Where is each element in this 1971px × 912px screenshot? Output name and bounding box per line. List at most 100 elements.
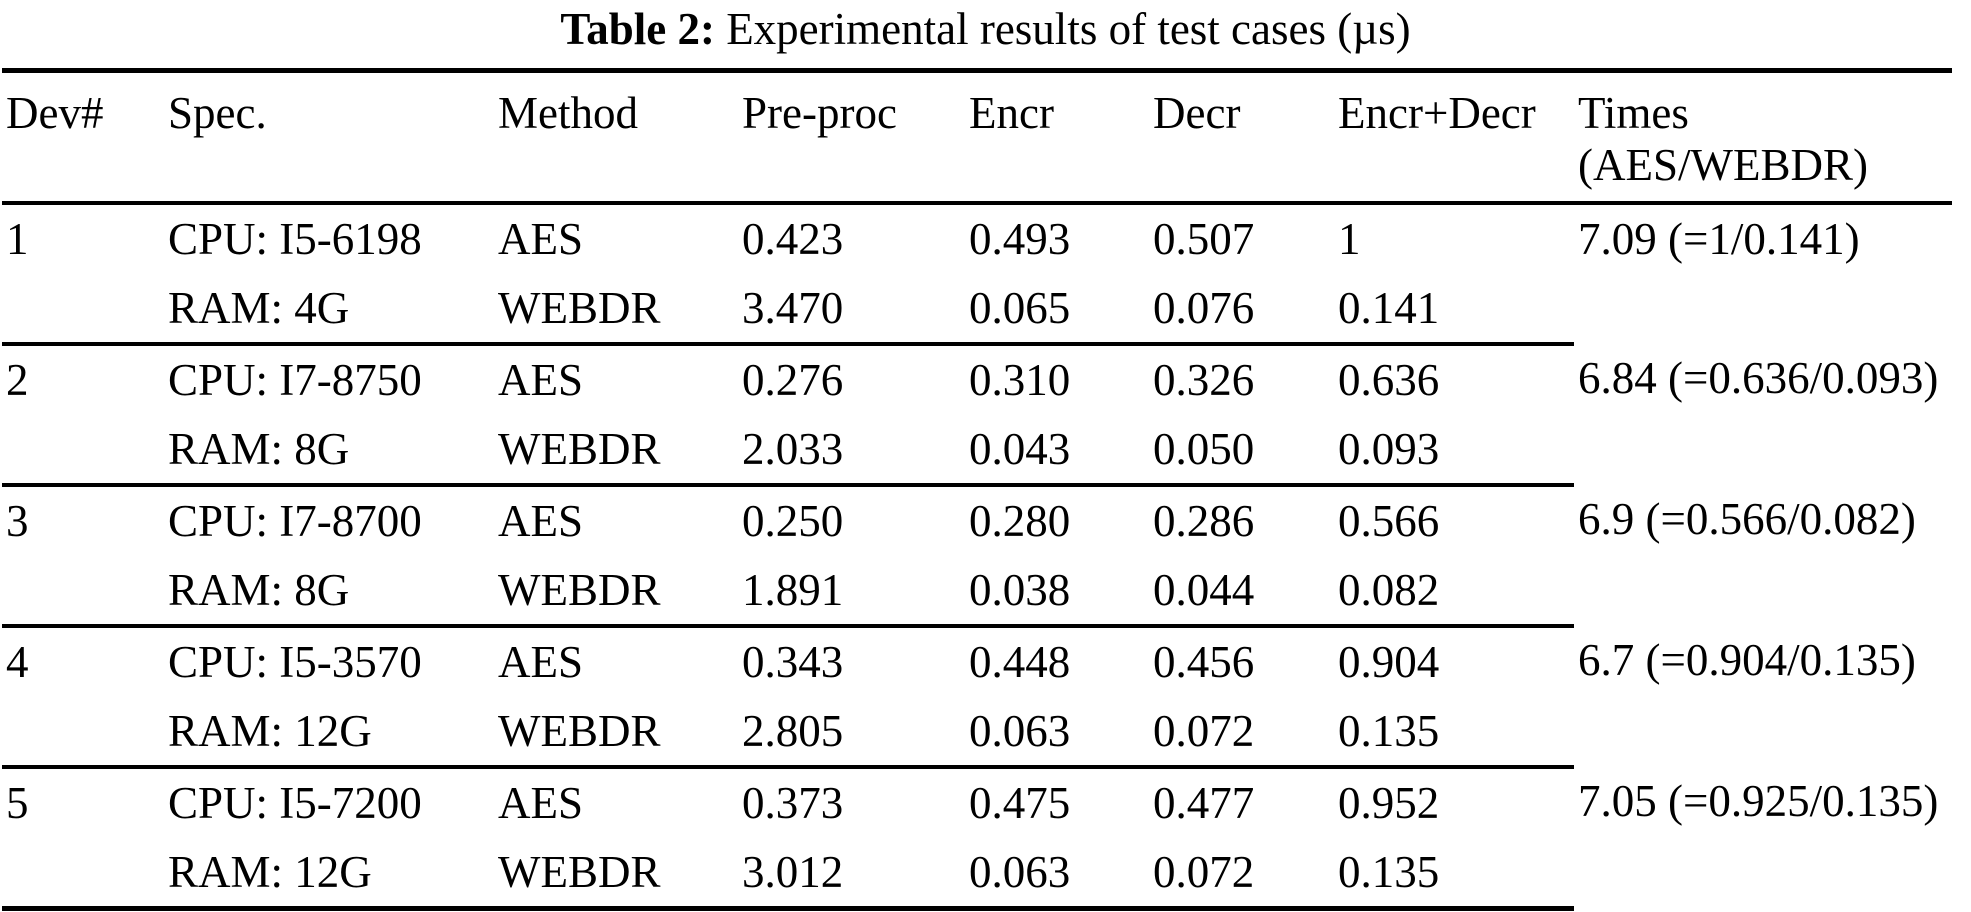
method-cell: AES [498,496,584,546]
times-ratio-cell: 6.7 (=0.904/0.135) [1578,634,1916,685]
times-ratio-cell: 7.09 (=1/0.141) [1578,213,1860,264]
encr-cell: 0.475 [969,778,1071,828]
encr-decr-cell: 0.135 [1334,697,1574,769]
device-row-webdr: RAM: 12G WEBDR 3.012 0.063 0.072 0.135 [2,838,1952,911]
pre-proc-cell: 2.033 [738,415,965,487]
device-row-webdr: RAM: 12G WEBDR 2.805 0.063 0.072 0.135 [2,697,1952,769]
encr-decr-cell: 0.082 [1334,556,1574,628]
header-encr: Encr [969,87,1054,138]
encr-cell: 0.493 [969,214,1071,264]
encr-cell: 0.448 [969,637,1071,687]
encr-decr-cell: 0.093 [1334,415,1574,487]
encr-decr-cell: 0.566 [1338,496,1440,546]
spec-cpu-cell: CPU: I7-8750 [168,355,422,405]
pre-proc-cell: 0.423 [742,214,844,264]
results-table: Dev# Spec. Method Pre-proc Encr Decr Enc… [2,68,1952,911]
spec-ram-cell: RAM: 12G [164,838,494,911]
dev-number-cell: 1 [6,214,29,264]
times-ratio-cell: 7.05 (=0.925/0.135) [1578,775,1939,826]
header-times-line1: Times [1578,87,1689,138]
table-body: 1 CPU: I5-6198 AES 0.423 0.493 0.507 1 7.09 (=1… [2,203,1952,911]
decr-cell: 0.326 [1153,355,1255,405]
header-dev-number: Dev# [6,87,104,138]
pre-proc-cell: 0.276 [742,355,844,405]
decr-cell: 0.507 [1153,214,1255,264]
encr-decr-cell: 0.141 [1334,274,1574,346]
encr-cell: 0.310 [969,355,1071,405]
table-caption-label: Table 2: [560,4,715,54]
method-cell: AES [498,778,584,828]
pre-proc-cell: 3.470 [738,274,965,346]
header-row: Dev# Spec. Method Pre-proc Encr Decr Enc… [2,70,1952,203]
header-spec: Spec. [168,87,267,138]
header-pre-proc: Pre-proc [742,87,897,138]
method-cell: AES [498,637,584,687]
header-times: Times (AES/WEBDR) [1574,70,1952,203]
pre-proc-cell: 0.250 [742,496,844,546]
dev-number-cell: 2 [6,355,29,405]
encr-cell: 0.043 [965,415,1149,487]
pre-proc-cell: 0.343 [742,637,844,687]
method-cell: WEBDR [494,415,738,487]
spec-cpu-cell: CPU: I7-8700 [168,496,422,546]
pre-proc-cell: 1.891 [738,556,965,628]
decr-cell: 0.044 [1149,556,1334,628]
dev-number-cell [2,274,164,346]
decr-cell: 0.076 [1149,274,1334,346]
device-row-aes: 4 CPU: I5-3570 AES 0.343 0.448 0.456 0.904 6.7 … [2,626,1952,698]
method-cell: WEBDR [494,697,738,769]
times-ratio-cell: 6.9 (=0.566/0.082) [1578,493,1916,544]
dev-number-cell [2,415,164,487]
decr-cell: 0.286 [1153,496,1255,546]
encr-cell: 0.065 [965,274,1149,346]
decr-cell: 0.050 [1149,415,1334,487]
encr-decr-cell: 0.636 [1338,355,1440,405]
decr-cell: 0.477 [1153,778,1255,828]
spec-cpu-cell: CPU: I5-6198 [168,214,422,264]
header-method: Method [498,87,638,138]
decr-cell: 0.072 [1149,838,1334,911]
spec-ram-cell: RAM: 4G [164,274,494,346]
encr-cell: 0.280 [969,496,1071,546]
spec-ram-cell: RAM: 12G [164,697,494,769]
table-caption-text: Experimental results of test cases (µs) [726,4,1411,54]
dev-number-cell: 3 [6,496,29,546]
device-row-webdr: RAM: 8G WEBDR 1.891 0.038 0.044 0.082 [2,556,1952,628]
method-cell: WEBDR [494,274,738,346]
pre-proc-cell: 0.373 [742,778,844,828]
decr-cell: 0.072 [1149,697,1334,769]
method-cell: WEBDR [494,556,738,628]
encr-decr-cell: 0.952 [1338,778,1440,828]
encr-cell: 0.063 [965,838,1149,911]
header-encr-decr: Encr+Decr [1338,87,1536,138]
device-row-webdr: RAM: 4G WEBDR 3.470 0.065 0.076 0.141 [2,274,1952,346]
encr-cell: 0.038 [965,556,1149,628]
dev-number-cell [2,838,164,911]
spec-ram-cell: RAM: 8G [164,415,494,487]
table-caption: Table 2: Experimental results of test ca… [0,0,1971,55]
spec-cpu-cell: CPU: I5-7200 [168,778,422,828]
device-row-aes: 2 CPU: I7-8750 AES 0.276 0.310 0.326 0.636 6.84… [2,344,1952,416]
dev-number-cell: 5 [6,778,29,828]
method-cell: AES [498,214,584,264]
dev-number-cell: 4 [6,637,29,687]
spec-ram-cell: RAM: 8G [164,556,494,628]
encr-decr-cell: 0.135 [1334,838,1574,911]
header-decr: Decr [1153,87,1241,138]
header-times-line2: (AES/WEBDR) [1578,139,1868,190]
spec-cpu-cell: CPU: I5-3570 [168,637,422,687]
method-cell: AES [498,355,584,405]
pre-proc-cell: 3.012 [738,838,965,911]
method-cell: WEBDR [494,838,738,911]
dev-number-cell [2,556,164,628]
decr-cell: 0.456 [1153,637,1255,687]
times-ratio-cell: 6.84 (=0.636/0.093) [1578,352,1939,403]
encr-decr-cell: 1 [1338,214,1361,264]
device-row-aes: 5 CPU: I5-7200 AES 0.373 0.475 0.477 0.952 7.05… [2,767,1952,839]
encr-decr-cell: 0.904 [1338,637,1440,687]
device-row-aes: 1 CPU: I5-6198 AES 0.423 0.493 0.507 1 7.09 (=1… [2,203,1952,275]
encr-cell: 0.063 [965,697,1149,769]
dev-number-cell [2,697,164,769]
device-row-aes: 3 CPU: I7-8700 AES 0.250 0.280 0.286 0.566 6.9 … [2,485,1952,557]
